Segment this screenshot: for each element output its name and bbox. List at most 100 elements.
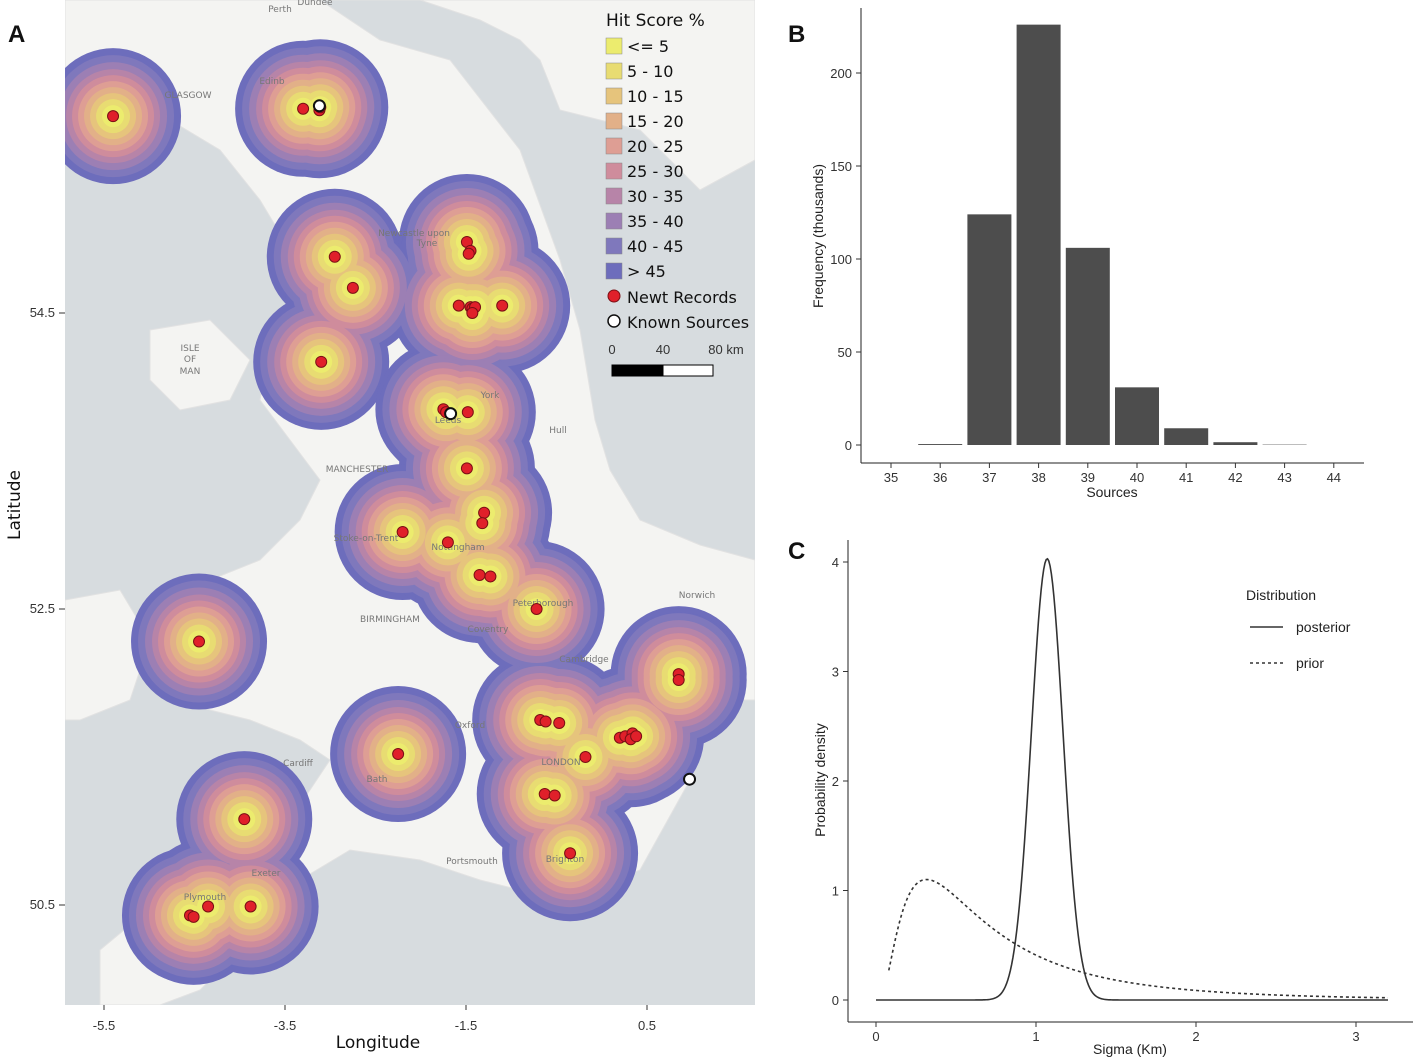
map-legend-source-symbol	[607, 314, 621, 328]
map-legend-label: 5 - 10	[627, 62, 673, 81]
newt-record-point	[462, 247, 475, 260]
map-x-tick-label: -5.5	[93, 1018, 115, 1033]
map-x-axis-title: Longitude	[336, 1033, 421, 1053]
density-x-tick-label: 3	[1352, 1029, 1359, 1044]
bar-x-tick-label: 36	[933, 470, 947, 485]
bar-y-tick-label: 200	[830, 66, 852, 81]
newt-record-point	[193, 635, 206, 648]
newt-record-point	[579, 751, 592, 763]
bar-y-axis-title: Frequency (thousands)	[810, 164, 826, 308]
bar-38	[1016, 24, 1061, 445]
scalebar-segment-light	[662, 364, 714, 377]
map-legend-label: 40 - 45	[627, 237, 684, 256]
known-source-point	[444, 407, 458, 421]
map-place-label: MANCHESTER	[326, 465, 389, 475]
bar-x-axis-title: Sources	[1086, 484, 1137, 500]
map-legend-label: <= 5	[627, 37, 669, 56]
map-place-label: Exeter	[251, 869, 280, 879]
map-place-label: Cambridge	[559, 655, 609, 665]
map-place-label: GLASGOW	[164, 91, 211, 101]
density-y-tick-label: 3	[832, 665, 839, 680]
map-y-tick-label: 50.5	[30, 897, 55, 912]
map-place-label: Cardiff	[283, 759, 314, 769]
map-legend-label: 15 - 20	[627, 112, 684, 131]
map-place-label: Stoke-on-Trent	[334, 534, 399, 544]
map-place-label: Newcastle upon	[378, 229, 450, 239]
newt-record-point	[672, 674, 685, 687]
newt-record-point	[539, 715, 552, 728]
map-place-label: Portsmouth	[446, 857, 498, 867]
density-legend-title: Distribution	[1246, 587, 1316, 603]
density-y-ticks: 0 1 2 3 4	[832, 555, 848, 1008]
density-x-tick-label: 2	[1192, 1029, 1199, 1044]
map-place-label: MAN	[180, 367, 201, 377]
density-legend-label-posterior: posterior	[1296, 619, 1351, 635]
known-source-point	[683, 772, 697, 786]
bar-x-tick-label: 35	[884, 470, 898, 485]
density-y-axis-title: Probability density	[812, 723, 828, 837]
map-place-label: Leeds	[435, 416, 462, 426]
scalebar-label: 0	[608, 342, 615, 357]
density-curve-posterior	[876, 557, 1388, 1001]
map-y-ticks: 50.5 52.5 54.5	[30, 305, 65, 912]
bar-y-tick-label: 50	[838, 345, 852, 360]
density-y-tick-label: 0	[832, 993, 839, 1008]
bar-series	[918, 24, 1307, 445]
map-place-label: Coventry	[468, 625, 510, 635]
newt-record-point	[530, 603, 543, 615]
newt-record-point	[460, 462, 473, 475]
scalebar-segment-dark	[611, 364, 664, 377]
density-curves	[876, 557, 1389, 1001]
map-legend-label: 10 - 15	[627, 87, 684, 106]
land-mass-4	[149, 319, 251, 411]
panel-b-bar-chart: B 35 36 37 38 39 40 41 42 43 44 0 50 100 150 200 Sour…	[788, 8, 1364, 500]
map-x-tick-label: 0.5	[638, 1018, 656, 1033]
density-legend: Distribution posterior prior	[1246, 587, 1351, 671]
map-legend-sources-label: Known Sources	[627, 313, 749, 332]
newt-record-point	[473, 568, 486, 581]
map-place-label: York	[480, 391, 501, 401]
bar-y-tick-label: 100	[830, 252, 852, 267]
map-legend: Hit Score % <= 5 5 - 10 10 - 15 15 - 20 20 - …	[605, 11, 749, 377]
map-legend-swatch	[605, 87, 623, 105]
bar-x-tick-label: 41	[1179, 470, 1193, 485]
map-points	[107, 99, 697, 923]
panel-label-b: B	[788, 21, 805, 48]
land-mass-1	[65, 0, 755, 191]
map-y-tick-label: 52.5	[30, 601, 55, 616]
density-y-tick-label: 4	[832, 555, 839, 570]
map-legend-label: 30 - 35	[627, 187, 684, 206]
newt-record-point	[466, 307, 479, 319]
map-x-tick-label: -3.5	[274, 1018, 296, 1033]
map-legend-swatch	[605, 237, 623, 255]
map-place-label: Peterborough	[513, 599, 574, 609]
map-y-tick-label: 54.5	[30, 305, 55, 320]
newt-record-point	[630, 730, 643, 743]
bar-40	[1115, 387, 1159, 445]
bar-37	[967, 214, 1012, 445]
map-place-label: Brighton	[546, 855, 585, 865]
map-legend-swatch	[605, 112, 623, 130]
newt-record-point	[315, 355, 328, 368]
map-legend-label: > 45	[627, 262, 666, 281]
bar-y-tick-label: 150	[830, 159, 852, 174]
bar-y-tick-label: 0	[845, 438, 852, 453]
newt-record-point	[202, 900, 215, 913]
newt-record-point	[461, 406, 474, 419]
newt-record-point	[392, 748, 405, 761]
density-legend-label-prior: prior	[1296, 655, 1324, 671]
bar-x-tick-label: 37	[982, 470, 996, 485]
density-y-tick-label: 2	[832, 774, 839, 789]
map-place-label: ISLE	[180, 344, 199, 354]
newt-record-point	[441, 536, 454, 549]
map-x-ticks: -5.5 -3.5 -1.5 0.5	[93, 1005, 656, 1033]
newt-record-point	[328, 250, 341, 263]
newt-record-point	[244, 900, 257, 913]
map-legend-title: Hit Score %	[606, 11, 705, 31]
map-place-label: Bath	[367, 775, 388, 785]
newt-record-point	[538, 788, 551, 800]
newt-record-point	[297, 102, 310, 115]
bar-y-ticks: 0 50 100 150 200	[830, 66, 861, 453]
